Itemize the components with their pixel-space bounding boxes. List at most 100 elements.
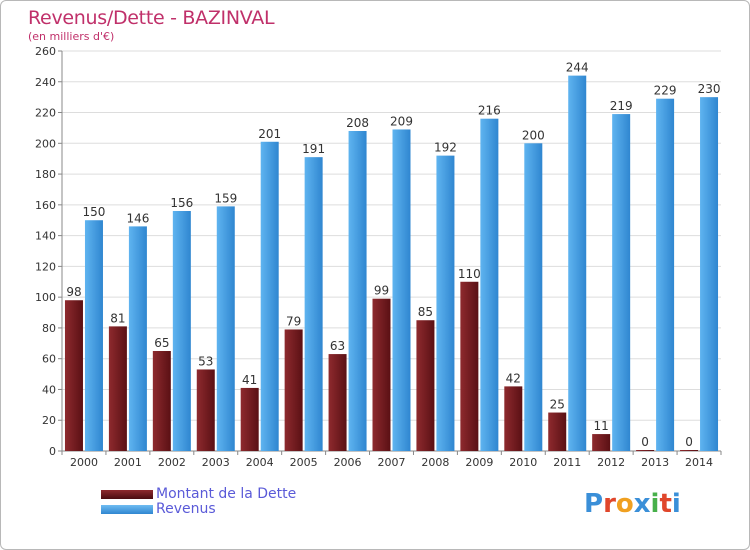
bar-revenus bbox=[612, 114, 631, 452]
bar-revenus bbox=[128, 226, 147, 451]
bar-revenus bbox=[304, 157, 323, 451]
bar-dette bbox=[64, 300, 83, 451]
logo-letter: i bbox=[650, 489, 660, 519]
y-tick-label: 240 bbox=[35, 76, 56, 89]
bar-revenus bbox=[480, 118, 499, 451]
y-tick-label: 200 bbox=[35, 137, 56, 150]
bar-dette bbox=[592, 434, 611, 451]
y-tick-label: 260 bbox=[35, 45, 56, 58]
data-label-revenus: 216 bbox=[478, 104, 501, 118]
bar-dette bbox=[548, 412, 567, 451]
logo-letter: r bbox=[603, 489, 616, 519]
bar-revenus bbox=[700, 97, 719, 452]
data-label-revenus: 209 bbox=[390, 114, 413, 128]
y-tick-label: 40 bbox=[42, 383, 56, 396]
x-tick-label: 2000 bbox=[70, 456, 98, 469]
bar-dette bbox=[240, 387, 259, 451]
data-label-revenus: 150 bbox=[83, 205, 106, 219]
legend-swatch-revenus bbox=[101, 505, 153, 514]
x-tick-label: 2005 bbox=[290, 456, 318, 469]
data-label-revenus: 219 bbox=[610, 99, 633, 113]
data-label-revenus: 192 bbox=[434, 141, 457, 155]
y-tick-label: 100 bbox=[35, 291, 56, 304]
bar-dette bbox=[284, 329, 303, 451]
data-label-dette: 11 bbox=[594, 419, 609, 433]
data-label-revenus: 156 bbox=[170, 196, 193, 210]
bar-dette bbox=[372, 298, 391, 451]
bar-dette bbox=[460, 281, 479, 451]
data-label-dette: 79 bbox=[286, 314, 301, 328]
bar-dette bbox=[680, 450, 699, 451]
data-label-dette: 65 bbox=[154, 336, 169, 350]
x-tick-label: 2014 bbox=[685, 456, 713, 469]
x-tick-label: 2012 bbox=[597, 456, 625, 469]
x-tick-label: 2006 bbox=[334, 456, 362, 469]
bar-revenus bbox=[436, 155, 455, 451]
plot-area bbox=[62, 51, 721, 451]
y-tick-label: 220 bbox=[35, 107, 56, 120]
bar-revenus bbox=[568, 75, 587, 451]
logo-letter: x bbox=[633, 489, 651, 519]
bar-revenus bbox=[216, 206, 235, 451]
x-tick-label: 2002 bbox=[158, 456, 186, 469]
x-tick-label: 2013 bbox=[641, 456, 669, 469]
data-label-revenus: 208 bbox=[346, 116, 369, 130]
data-label-dette: 42 bbox=[506, 371, 521, 385]
x-tick-label: 2011 bbox=[553, 456, 581, 469]
bar-revenus bbox=[392, 129, 411, 451]
data-label-revenus: 200 bbox=[522, 128, 545, 142]
data-label-revenus: 244 bbox=[566, 61, 589, 75]
legend-swatch-dette bbox=[101, 490, 153, 499]
x-tick-label: 2008 bbox=[421, 456, 449, 469]
y-tick-label: 20 bbox=[42, 414, 56, 427]
data-label-revenus: 159 bbox=[214, 191, 237, 205]
axes: 0 20 40 60 80 100 120 140 160 180 200 220 240 260 2000… bbox=[35, 45, 722, 469]
data-label-revenus: 201 bbox=[258, 127, 281, 141]
data-label-dette: 41 bbox=[242, 373, 257, 387]
labels: 98 150 81 146 65 156 53 159 41 201 79 191 63 208 99 209… bbox=[66, 61, 720, 449]
data-label-dette: 63 bbox=[330, 339, 345, 353]
chart-subtitle: (en milliers d'€) bbox=[28, 30, 115, 43]
bar-dette bbox=[636, 450, 655, 451]
logo-letter: o bbox=[615, 489, 634, 519]
y-tick-label: 160 bbox=[35, 199, 56, 212]
proxiti-logo: Proxiti bbox=[584, 489, 681, 519]
y-tick-label: 60 bbox=[42, 353, 56, 366]
legend-label-revenus: Revenus bbox=[156, 501, 216, 517]
x-tick-label: 2001 bbox=[114, 456, 142, 469]
y-tick-label: 180 bbox=[35, 168, 56, 181]
logo-letter: i bbox=[671, 489, 681, 519]
bar-revenus bbox=[524, 143, 543, 452]
data-label-revenus: 191 bbox=[302, 142, 325, 156]
grid-lines bbox=[62, 50, 721, 452]
x-tick-label: 2003 bbox=[202, 456, 230, 469]
data-label-dette: 81 bbox=[110, 311, 125, 325]
data-label-dette: 98 bbox=[66, 285, 81, 299]
logo-letter: P bbox=[584, 489, 604, 519]
bar-revenus bbox=[172, 211, 191, 451]
data-label-revenus: 146 bbox=[126, 211, 149, 225]
data-label-dette: 110 bbox=[458, 267, 481, 281]
data-label-dette: 53 bbox=[198, 354, 213, 368]
chart-title: Revenus/Dette - BAZINVAL bbox=[28, 7, 275, 29]
logo-letter: t bbox=[659, 489, 672, 519]
x-tick-label: 2007 bbox=[378, 456, 406, 469]
bar-revenus bbox=[84, 220, 103, 451]
bars bbox=[64, 75, 719, 452]
data-label-revenus: 230 bbox=[698, 82, 721, 96]
data-label-revenus: 229 bbox=[654, 84, 677, 98]
legend-label-dette: Montant de la Dette bbox=[156, 486, 297, 502]
x-tick-label: 2009 bbox=[465, 456, 493, 469]
data-label-dette: 85 bbox=[418, 305, 433, 319]
y-tick-label: 80 bbox=[42, 322, 56, 335]
x-tick-label: 2010 bbox=[509, 456, 537, 469]
y-tick-label: 140 bbox=[35, 230, 56, 243]
bar-dette bbox=[328, 354, 347, 451]
bar-revenus bbox=[656, 98, 675, 451]
y-tick-label: 120 bbox=[35, 260, 56, 273]
y-tick-label: 0 bbox=[49, 445, 56, 458]
bar-revenus bbox=[348, 131, 367, 451]
data-label-dette: 25 bbox=[550, 398, 565, 412]
